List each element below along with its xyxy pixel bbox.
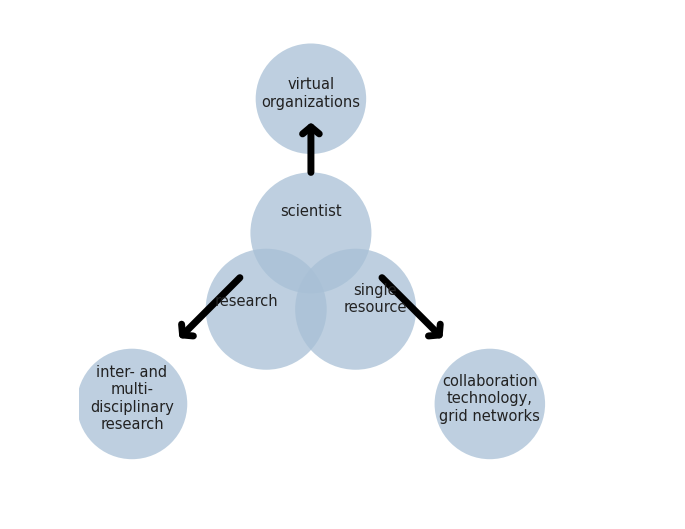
- Text: research: research: [215, 294, 279, 309]
- Text: scientist: scientist: [280, 204, 342, 220]
- Text: single
resource: single resource: [343, 282, 407, 315]
- Text: virtual
organizations: virtual organizations: [262, 77, 360, 110]
- Circle shape: [434, 349, 545, 459]
- Text: inter- and
multi-
disciplinary
research: inter- and multi- disciplinary research: [90, 365, 174, 432]
- Text: collaboration
technology,
grid networks: collaboration technology, grid networks: [439, 374, 540, 424]
- Circle shape: [256, 43, 366, 154]
- Circle shape: [295, 249, 416, 370]
- Circle shape: [77, 349, 187, 459]
- Circle shape: [251, 172, 371, 294]
- Circle shape: [206, 249, 327, 370]
